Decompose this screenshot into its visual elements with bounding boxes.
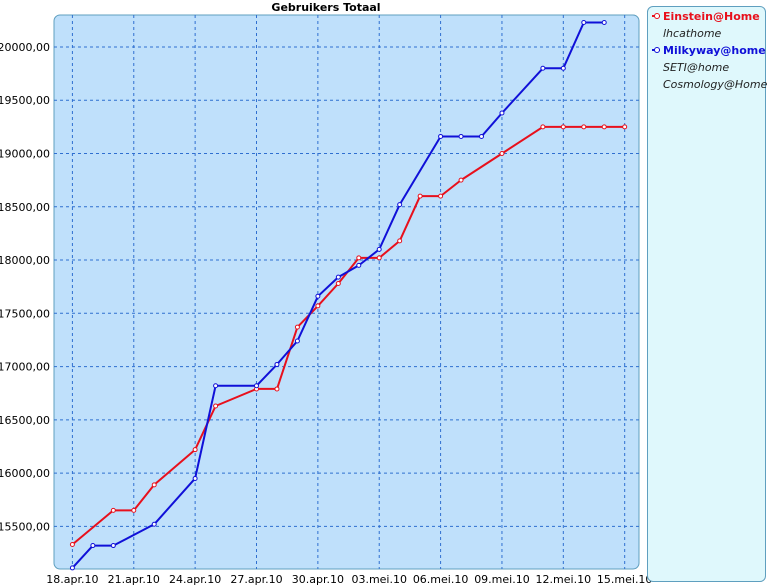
data-point [192, 475, 198, 481]
data-point [254, 383, 259, 389]
series-milkyway-home [69, 19, 607, 571]
y-tick-label: 19500,00 [0, 94, 50, 107]
data-point [479, 133, 484, 139]
legend-label: Einstein@Home [663, 10, 760, 23]
y-tick-label: 16000,00 [0, 467, 50, 480]
y-tick-label: 17500,00 [0, 307, 50, 320]
data-point [192, 447, 198, 453]
data-point [581, 124, 587, 130]
chart-title: Gebruikers Totaal [271, 1, 380, 14]
y-tick-label: 20000,00 [0, 41, 50, 54]
legend-label: Milkyway@home [663, 44, 766, 57]
x-tick-label: 24.apr.10 [169, 573, 221, 585]
data-point [151, 521, 157, 527]
legend: Einstein@Home lhcathome Milkyway@home SE… [647, 6, 768, 582]
y-tick-label: 18500,00 [0, 201, 50, 214]
y-tick-label: 19000,00 [0, 148, 50, 161]
legend-marker [654, 13, 660, 19]
data-point [540, 124, 546, 130]
data-point [69, 565, 75, 571]
legend-label: SETI@home [663, 61, 730, 74]
data-point [356, 262, 362, 268]
data-point [601, 124, 607, 130]
series-group [69, 19, 628, 571]
data-point [397, 238, 403, 244]
data-point [131, 507, 137, 513]
x-tick-label: 21.apr.10 [108, 573, 160, 585]
data-point [581, 19, 587, 25]
data-point [315, 303, 321, 309]
plot-area [53, 14, 640, 570]
grid-lines [54, 15, 639, 569]
data-point [601, 19, 607, 25]
data-point [294, 338, 300, 344]
data-point [315, 293, 321, 299]
y-tick-label: 17000,00 [0, 361, 50, 374]
data-point [213, 383, 219, 389]
data-point [376, 255, 382, 261]
data-point [213, 403, 219, 409]
data-point [438, 193, 444, 199]
data-point [458, 133, 464, 139]
data-point [499, 110, 505, 116]
data-point [458, 177, 464, 183]
series-einstein-home [69, 124, 628, 547]
data-point [560, 65, 566, 71]
data-point [274, 361, 280, 367]
legend-label: lhcathome [663, 27, 722, 40]
x-tick-label: 12.mei.10 [536, 573, 592, 585]
data-point [356, 255, 362, 261]
data-point [376, 246, 382, 252]
data-point [622, 124, 628, 130]
y-tick-label: 16500,00 [0, 414, 50, 427]
data-point [335, 274, 341, 280]
data-point [69, 541, 75, 547]
legend-marker [654, 47, 660, 53]
x-tick-label: 09.mei.10 [474, 573, 530, 585]
y-axis: 15500,00 16000,00 16500,00 17000,00 17500,00… [0, 41, 50, 533]
x-tick-label: 27.apr.10 [230, 573, 282, 585]
data-point [90, 543, 96, 549]
x-tick-label: 30.apr.10 [292, 573, 344, 585]
data-point [294, 324, 300, 330]
data-point [417, 193, 423, 199]
data-point [274, 386, 280, 392]
x-tick-label: 06.mei.10 [413, 573, 469, 585]
x-tick-label: 18.apr.10 [46, 573, 98, 585]
x-tick-label: 03.mei.10 [351, 573, 407, 585]
data-point [335, 280, 341, 286]
series-line [71, 21, 605, 569]
data-point [110, 543, 116, 549]
x-axis: 18.apr.10 21.apr.10 24.apr.10 27.apr.10 30.a… [46, 573, 652, 585]
y-tick-label: 18000,00 [0, 254, 50, 267]
y-tick-label: 15500,00 [0, 520, 50, 533]
data-point [540, 65, 546, 71]
x-tick-label: 15.mei.10 [597, 573, 653, 585]
legend-label: Cosmology@Home [663, 78, 768, 91]
data-point [151, 482, 157, 488]
data-point [397, 202, 403, 208]
data-point [499, 151, 505, 156]
data-point [560, 124, 566, 130]
data-point [110, 507, 116, 513]
data-point [438, 133, 444, 139]
